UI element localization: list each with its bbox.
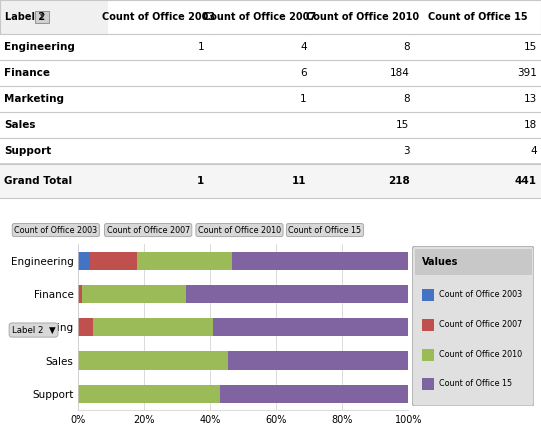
Text: ▼: ▼ [40, 15, 44, 19]
Text: Support: Support [4, 146, 51, 156]
Bar [0, 164, 541, 198]
Text: 6: 6 [300, 68, 307, 78]
Text: Marketing: Marketing [4, 94, 64, 104]
Text: 4: 4 [530, 146, 537, 156]
Text: Grand Total: Grand Total [4, 176, 72, 186]
Bar [422, 378, 434, 390]
Text: 1: 1 [197, 42, 204, 52]
Bar [422, 349, 434, 361]
Bar [232, 251, 408, 270]
Text: 3: 3 [403, 146, 410, 156]
FancyBboxPatch shape [412, 246, 534, 406]
Text: Count of Office 15: Count of Office 15 [439, 379, 512, 388]
Text: 18: 18 [524, 120, 537, 130]
Text: 441: 441 [514, 176, 537, 186]
Bar [78, 285, 82, 303]
Text: 8: 8 [403, 94, 410, 104]
Bar [228, 351, 408, 370]
Text: 1: 1 [197, 176, 204, 186]
Bar [137, 251, 232, 270]
Text: 1: 1 [300, 94, 307, 104]
Text: 8: 8 [403, 42, 410, 52]
Text: Count of Office 15: Count of Office 15 [427, 12, 527, 22]
Text: 11: 11 [292, 176, 307, 186]
Text: Count of Office 2007: Count of Office 2007 [203, 12, 316, 22]
Bar [94, 318, 214, 337]
Text: Label 2: Label 2 [5, 12, 45, 22]
Text: Count of Office 2010: Count of Office 2010 [306, 12, 419, 22]
FancyBboxPatch shape [35, 11, 49, 23]
Bar [186, 285, 408, 303]
Text: Sales: Sales [4, 120, 36, 130]
Text: Values: Values [422, 257, 458, 267]
Text: 218: 218 [388, 176, 410, 186]
Bar [220, 384, 408, 403]
Bar [415, 249, 531, 275]
Bar [90, 251, 137, 270]
Bar [214, 318, 408, 337]
Text: Count of Office 2010: Count of Office 2010 [439, 349, 522, 359]
Bar [82, 285, 186, 303]
Text: 4: 4 [300, 42, 307, 52]
FancyBboxPatch shape [0, 219, 541, 431]
Text: 15: 15 [397, 120, 410, 130]
Text: 184: 184 [390, 68, 410, 78]
Text: Finance: Finance [4, 68, 50, 78]
Text: Count of Office 2007: Count of Office 2007 [439, 320, 522, 329]
Bar [422, 319, 434, 331]
Text: Engineering: Engineering [4, 42, 75, 52]
Text: 391: 391 [517, 68, 537, 78]
Text: Count of Office 2007: Count of Office 2007 [107, 226, 190, 235]
Text: Count of Office 2003: Count of Office 2003 [14, 226, 97, 235]
Text: Count of Office 2003: Count of Office 2003 [102, 12, 215, 22]
Bar [78, 384, 220, 403]
Text: 15: 15 [524, 42, 537, 52]
Text: Count of Office 2003: Count of Office 2003 [439, 290, 522, 299]
Text: Count of Office 2010: Count of Office 2010 [198, 226, 281, 235]
Text: Count of Office 15: Count of Office 15 [288, 226, 361, 235]
Text: 13: 13 [524, 94, 537, 104]
Bar [78, 251, 90, 270]
Bar [78, 351, 228, 370]
Bar [78, 318, 94, 337]
Bar [422, 289, 434, 302]
Bar [0, 0, 108, 34]
Text: Label 2  ▼: Label 2 ▼ [12, 326, 55, 334]
